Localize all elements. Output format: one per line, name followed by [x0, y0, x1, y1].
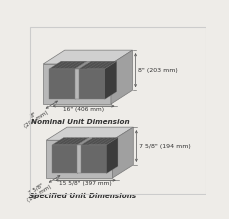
Polygon shape [46, 127, 133, 140]
Polygon shape [110, 50, 132, 104]
Polygon shape [106, 138, 117, 173]
Text: 8"
(203 mm): 8" (203 mm) [20, 105, 49, 129]
Polygon shape [43, 64, 110, 104]
Polygon shape [77, 145, 81, 173]
Polygon shape [75, 69, 79, 99]
Polygon shape [81, 145, 106, 173]
Polygon shape [52, 138, 88, 145]
Text: Specified Unit Dimensions: Specified Unit Dimensions [29, 193, 136, 200]
Text: 15 5/8" (397 mm): 15 5/8" (397 mm) [59, 181, 112, 186]
Text: 16" (406 mm): 16" (406 mm) [63, 107, 104, 112]
Polygon shape [49, 69, 75, 99]
Polygon shape [104, 61, 116, 99]
Polygon shape [43, 50, 132, 64]
Polygon shape [75, 61, 87, 99]
Text: Nominal Unit Dimension: Nominal Unit Dimension [31, 119, 129, 125]
Polygon shape [46, 140, 112, 178]
Polygon shape [77, 138, 88, 173]
Text: 7 5/8" (194 mm): 7 5/8" (194 mm) [138, 143, 190, 148]
Polygon shape [79, 69, 104, 99]
Polygon shape [75, 61, 90, 69]
Polygon shape [49, 61, 87, 69]
Text: 8" (203 mm): 8" (203 mm) [137, 68, 177, 73]
Text: 7 5/8"
(194 mm): 7 5/8" (194 mm) [23, 180, 52, 203]
Polygon shape [81, 138, 117, 145]
Polygon shape [52, 145, 77, 173]
Polygon shape [77, 138, 92, 145]
Polygon shape [112, 127, 133, 178]
Polygon shape [79, 61, 116, 69]
